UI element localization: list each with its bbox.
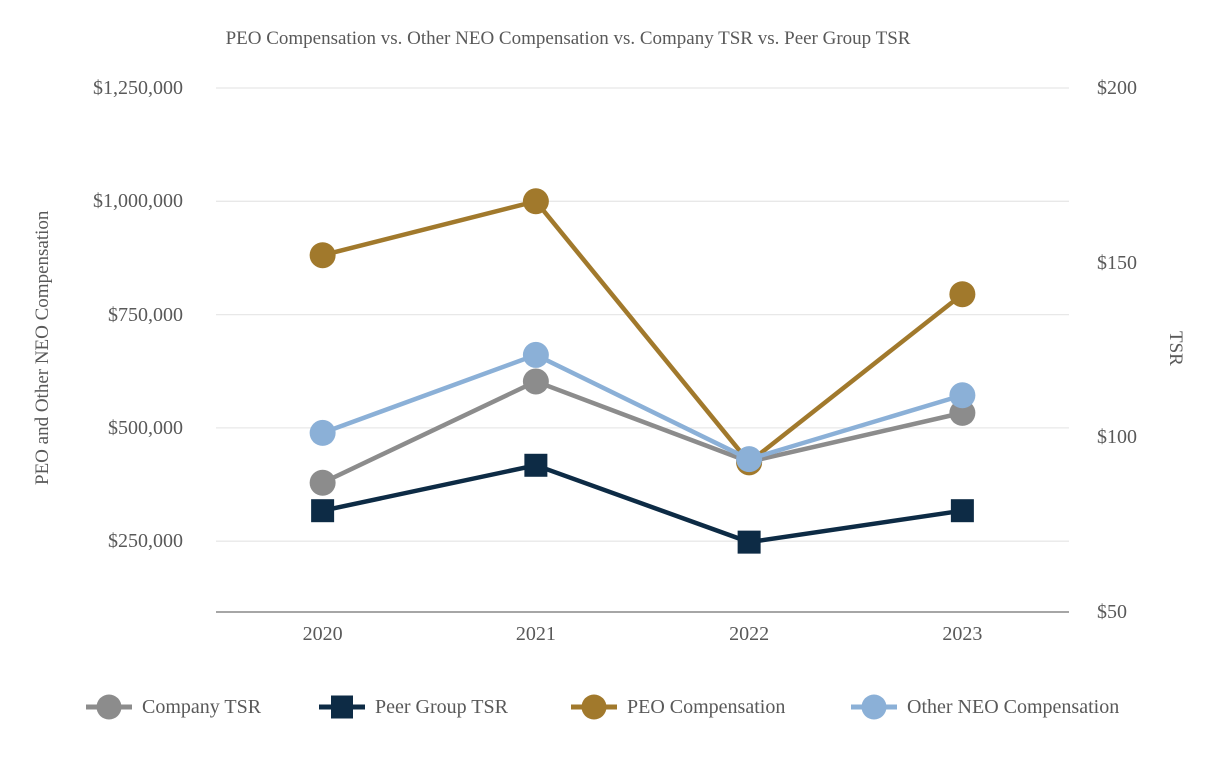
series-marker-square <box>950 499 974 523</box>
series-marker-square <box>737 530 761 554</box>
chart-legend: Company TSR Peer Group TSR PEO Compensatio… <box>0 690 1226 726</box>
legend-label: Company TSR <box>142 695 262 718</box>
series-line <box>322 198 964 466</box>
legend-item: PEO Compensation <box>570 690 785 724</box>
legend-item: Peer Group TSR <box>318 690 508 724</box>
legend-marker-icon <box>571 694 617 720</box>
series-marker-square <box>524 453 548 477</box>
legend-marker-icon <box>319 695 365 719</box>
series-marker-circle <box>309 419 336 446</box>
chart-title: PEO Compensation vs. Other NEO Compensat… <box>225 28 911 49</box>
left-axis-tick: $500,000 <box>108 416 183 439</box>
right-axis-tick: $50 <box>1097 601 1127 623</box>
series-marker-circle <box>949 281 976 308</box>
series-line <box>321 378 963 485</box>
x-axis-tick: 2022 <box>729 623 770 645</box>
legend-label: PEO Compensation <box>627 695 786 718</box>
series-line <box>321 352 964 462</box>
left-axis-tick: $1,250,000 <box>93 77 183 99</box>
series-line <box>322 462 963 545</box>
left-axis-tick: $1,000,000 <box>93 190 183 213</box>
legend-item: Other NEO Compensation <box>850 690 1119 724</box>
series-marker-circle <box>522 368 549 395</box>
right-axis-tick: $100 <box>1097 426 1137 449</box>
series-marker-circle <box>309 469 336 496</box>
x-axis-tick: 2020 <box>302 623 343 645</box>
legend-marker-icon <box>851 694 897 720</box>
left-axis-tick: $750,000 <box>108 303 183 326</box>
series-marker-circle <box>522 188 549 215</box>
left-axis-tick: $250,000 <box>108 530 183 553</box>
series-marker-square <box>311 499 335 523</box>
right-axis-tick: $200 <box>1097 77 1137 99</box>
series-marker-circle <box>522 341 549 368</box>
legend-marker-icon <box>86 694 132 720</box>
x-axis-tick: 2021 <box>515 623 556 645</box>
right-axis-tick: $150 <box>1097 251 1137 274</box>
legend-item: Company TSR <box>85 690 261 724</box>
x-axis-tick: 2023 <box>942 623 983 645</box>
series-marker-circle <box>309 242 336 269</box>
legend-label: Peer Group TSR <box>375 695 508 718</box>
series-marker-circle <box>949 382 976 409</box>
right-axis-title: TSR <box>1165 330 1186 366</box>
series-marker-circle <box>736 446 763 473</box>
legend-label: Other NEO Compensation <box>907 695 1120 718</box>
